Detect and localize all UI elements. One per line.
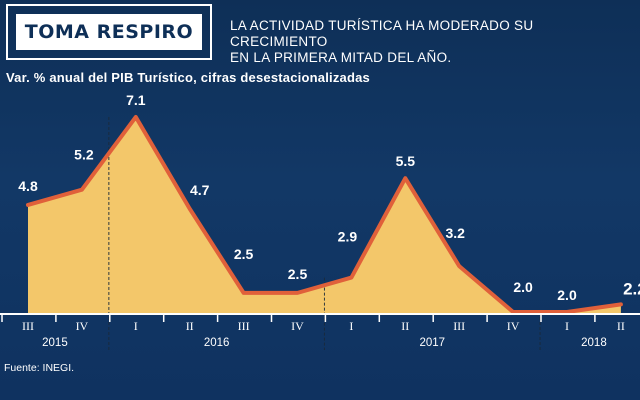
data-label: 2.0	[557, 287, 577, 303]
x-tick-label: III	[238, 319, 250, 333]
x-tick-label: IV	[507, 319, 520, 333]
title-frame: TOMA RESPIRO	[6, 4, 212, 60]
year-label: 2017	[419, 337, 445, 349]
data-label: 7.1	[126, 92, 146, 108]
x-tick-label: IV	[76, 319, 89, 333]
x-tick-label: I	[134, 319, 138, 333]
x-tick-label: III	[453, 319, 465, 333]
headline-line-2: EN LA PRIMERA MITAD DEL AÑO.	[230, 50, 452, 65]
data-label: 2.0	[513, 279, 533, 295]
x-tick-label: II	[617, 319, 625, 333]
data-label: 5.2	[74, 147, 94, 163]
series-line	[26, 115, 623, 314]
headline-line-1: LA ACTIVIDAD TURÍSTICA HA MODERADO SU CR…	[230, 18, 534, 49]
chart-title: TOMA RESPIRO	[16, 14, 202, 50]
data-label: 2.5	[288, 266, 308, 282]
data-label: 4.7	[190, 182, 210, 198]
x-tick-label: I	[565, 319, 569, 333]
x-tick-label: II	[401, 319, 409, 333]
data-label: 5.5	[396, 153, 416, 169]
year-label: 2018	[581, 337, 607, 349]
area-fill	[28, 117, 621, 314]
data-label: 4.8	[18, 178, 38, 194]
x-tick-label: III	[22, 319, 34, 333]
headline: LA ACTIVIDAD TURÍSTICA HA MODERADO SU CR…	[230, 18, 630, 66]
chart-subtitle: Var. % anual del PIB Turístico, cifras d…	[6, 70, 370, 85]
data-label: 3.2	[445, 225, 465, 241]
source-note: Fuente: INEGI.	[4, 362, 75, 374]
year-label: 2015	[42, 337, 68, 349]
year-label: 2016	[204, 337, 230, 349]
data-label: 2.9	[338, 229, 358, 245]
x-tick-label: IV	[291, 319, 304, 333]
data-label: 2.2	[623, 279, 640, 298]
x-tick-label: I	[349, 319, 353, 333]
x-tick-label: II	[186, 319, 194, 333]
data-label: 2.5	[234, 246, 254, 262]
